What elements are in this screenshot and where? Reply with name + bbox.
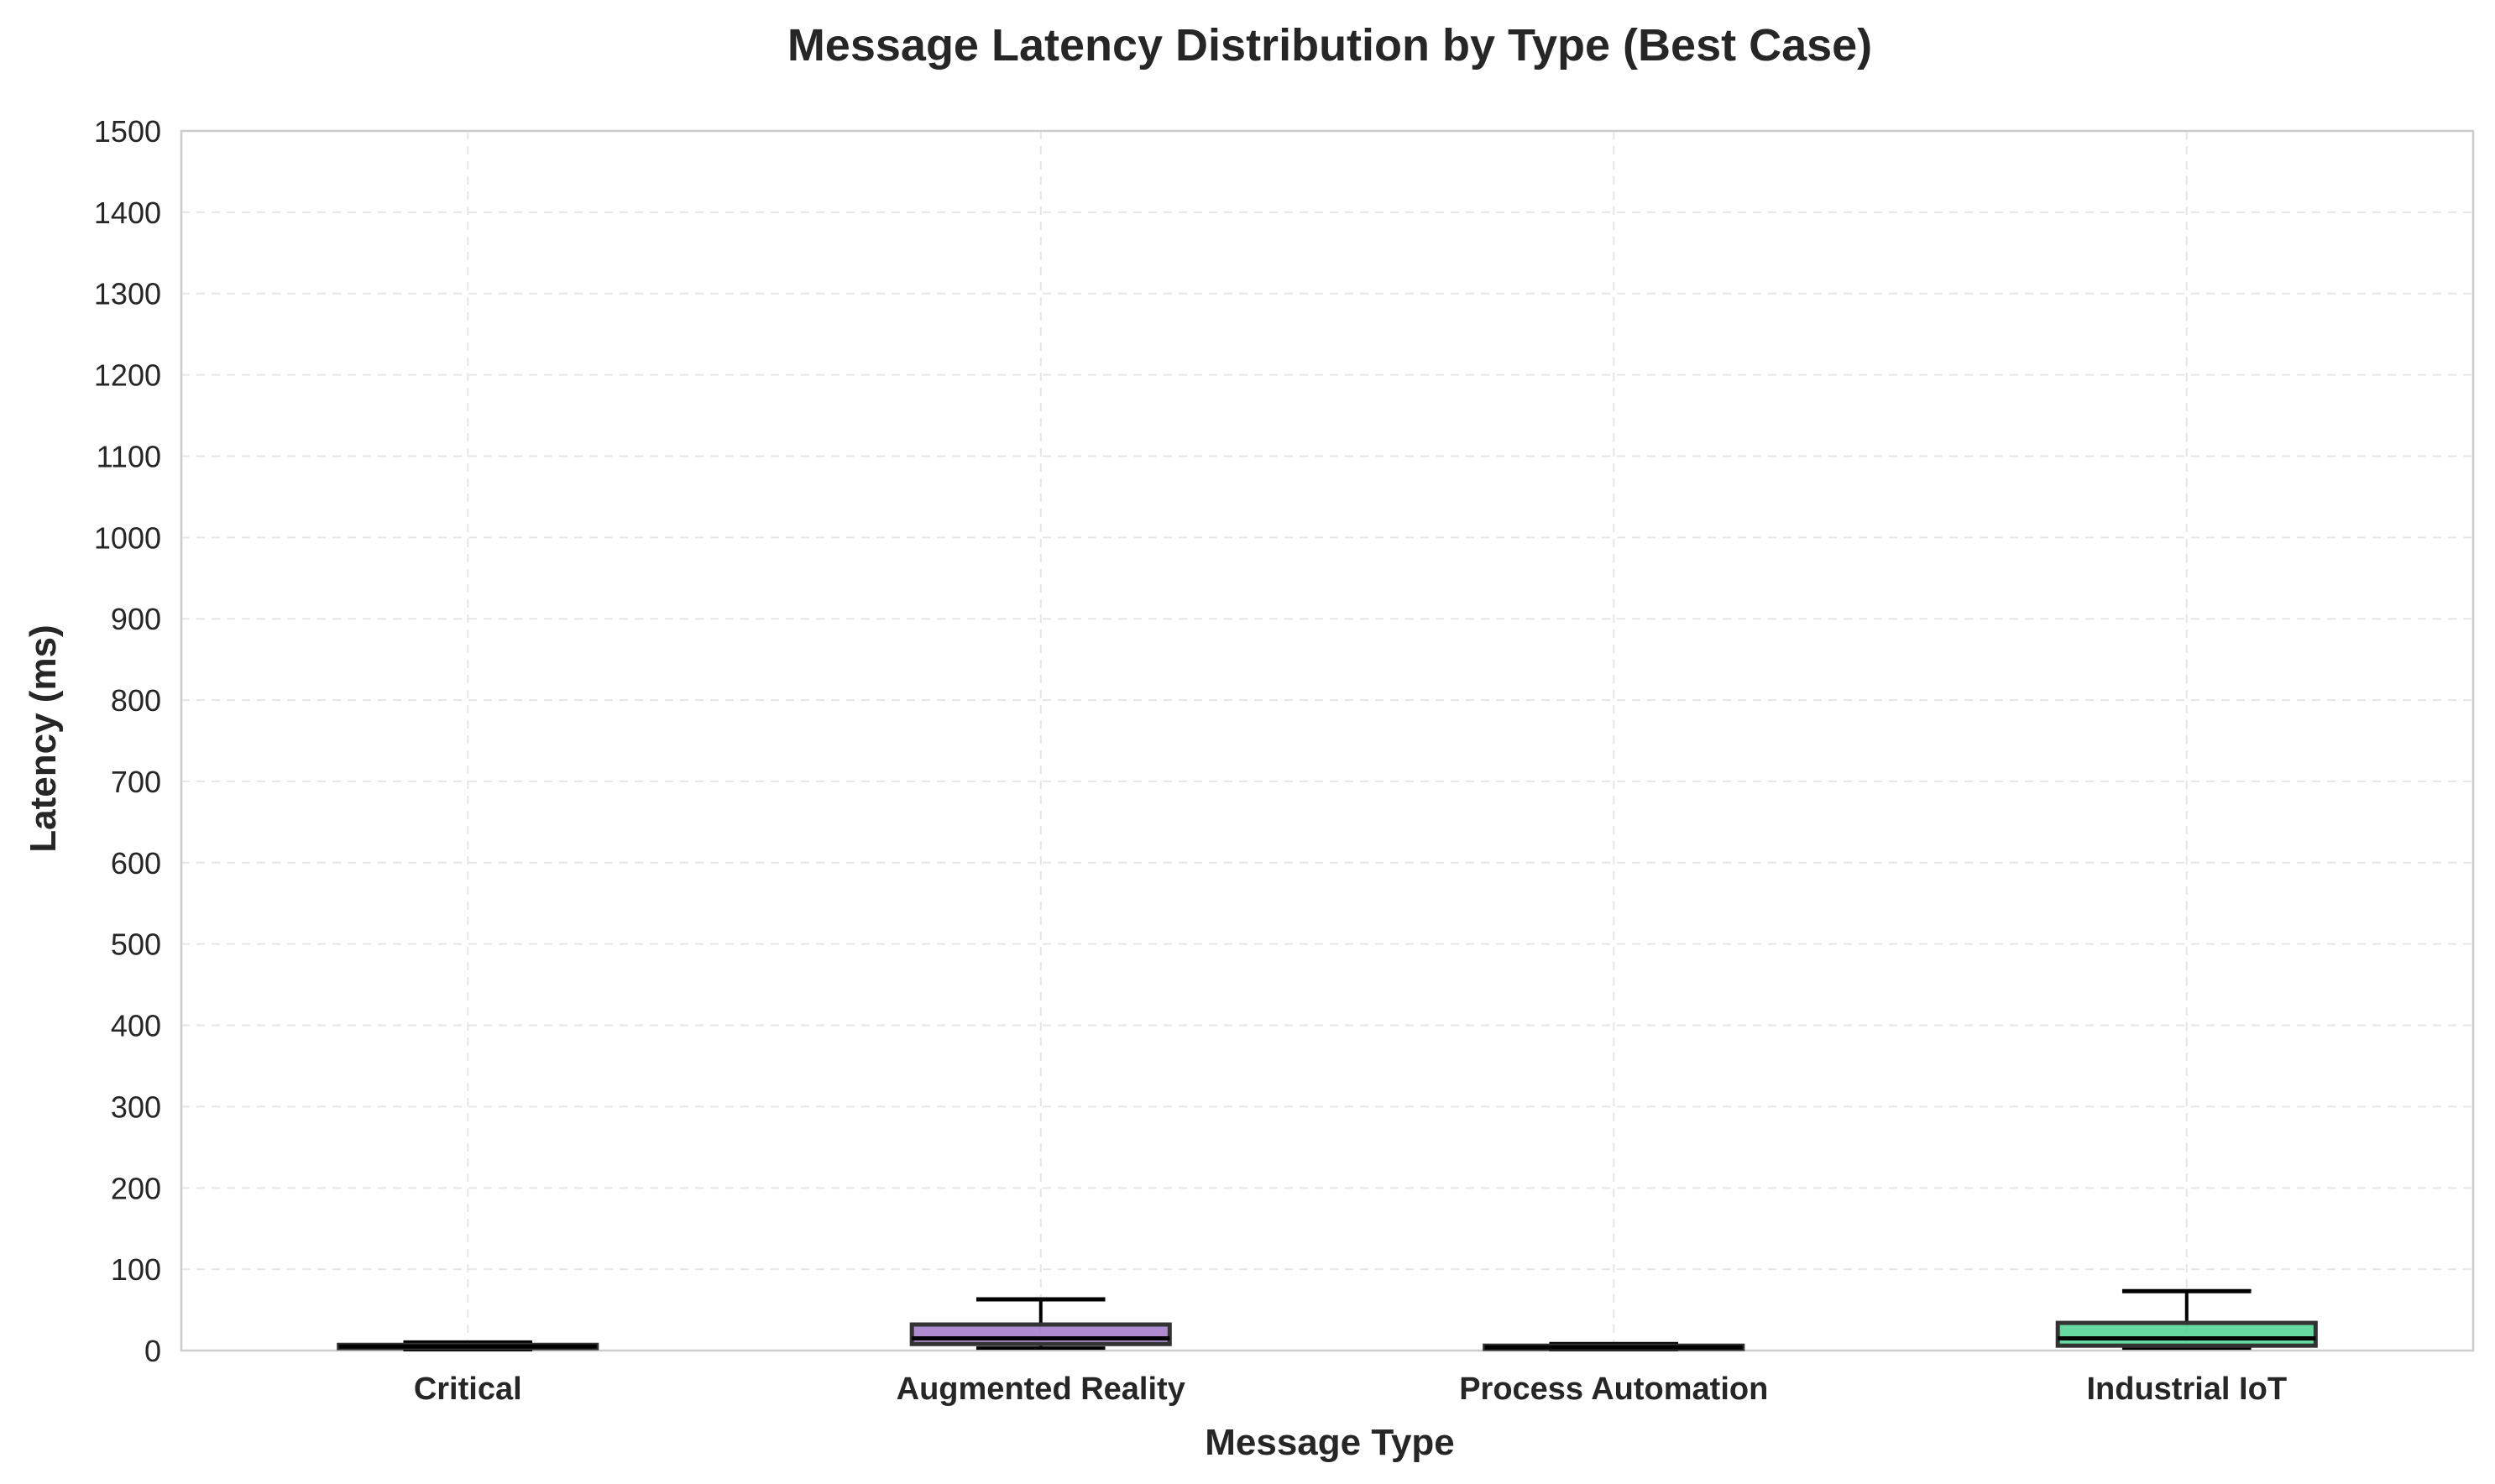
y-tick-label: 1200 — [94, 358, 161, 393]
y-tick-label: 600 — [111, 846, 161, 880]
y-tick-label: 900 — [111, 602, 161, 636]
box-1 — [337, 1340, 599, 1352]
box-body — [2055, 1320, 2318, 1348]
y-tick-label: 500 — [111, 928, 161, 962]
box-4 — [2055, 1288, 2318, 1351]
y-tick-label: 200 — [111, 1171, 161, 1205]
box-2 — [909, 1297, 1172, 1351]
y-tick-label: 1000 — [94, 520, 161, 555]
y-tick-labels: 0 100 200 300 400 500 600 700 800 900 1000 1100 1200… — [94, 114, 161, 1368]
y-tick-label: 800 — [111, 683, 161, 718]
box-3 — [1483, 1341, 1745, 1352]
plot-area-frame — [180, 129, 2475, 1352]
x-tick-label: Augmented Reality — [897, 1372, 1185, 1407]
chart-title: Message Latency Distribution by Type (Be… — [787, 20, 1872, 71]
y-tick-label: 0 — [144, 1334, 161, 1368]
y-tick-label: 1300 — [94, 277, 161, 311]
x-tick-label: Process Automation — [1459, 1372, 1768, 1407]
y-tick-label: 1500 — [94, 114, 161, 149]
y-tick-label: 1100 — [97, 439, 161, 473]
x-axis-label: Message Type — [1205, 1422, 1455, 1463]
y-tick-label: 400 — [111, 1009, 161, 1043]
boxes-layer — [337, 1288, 2318, 1352]
y-tick-label: 700 — [111, 765, 161, 799]
y-axis-label: Latency (ms) — [23, 624, 64, 852]
y-tick-label: 100 — [111, 1252, 161, 1287]
box-body — [909, 1322, 1172, 1346]
x-tick-label: Critical — [414, 1372, 522, 1407]
x-tick-labels: Critical Augmented Reality Process Automat… — [414, 1372, 2287, 1407]
y-tick-label: 1400 — [94, 196, 161, 230]
x-tick-label: Industrial IoT — [2086, 1372, 2287, 1407]
grid-layer — [181, 130, 2473, 1351]
y-tick-label: 300 — [111, 1089, 161, 1124]
